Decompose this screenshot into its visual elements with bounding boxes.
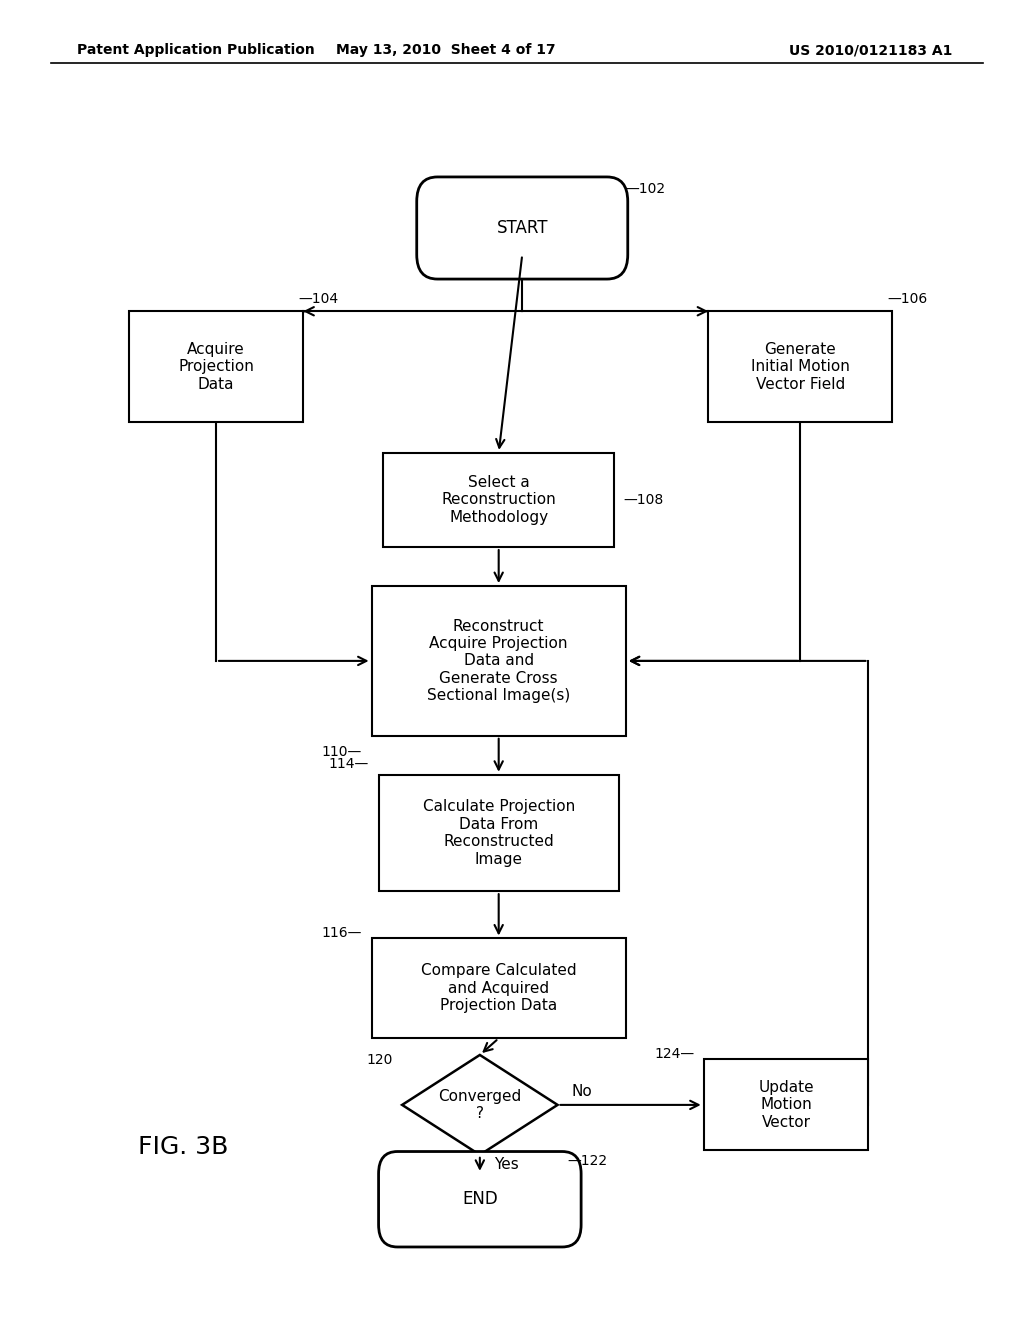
Text: END: END xyxy=(462,1191,498,1208)
Text: FIG. 3B: FIG. 3B xyxy=(138,1135,228,1159)
Bar xyxy=(709,312,892,422)
Text: —108: —108 xyxy=(624,492,664,507)
Text: —122: —122 xyxy=(567,1154,607,1168)
Text: Select a
Reconstruction
Methodology: Select a Reconstruction Methodology xyxy=(441,475,556,525)
FancyBboxPatch shape xyxy=(379,1151,582,1247)
Text: May 13, 2010  Sheet 4 of 17: May 13, 2010 Sheet 4 of 17 xyxy=(336,44,555,57)
Text: 124—: 124— xyxy=(654,1047,694,1061)
Text: Patent Application Publication: Patent Application Publication xyxy=(77,44,314,57)
Text: Converged
?: Converged ? xyxy=(438,1089,521,1121)
Bar xyxy=(372,586,626,735)
Text: Reconstruct
Acquire Projection
Data and
Generate Cross
Sectional Image(s): Reconstruct Acquire Projection Data and … xyxy=(427,619,570,704)
Text: —104: —104 xyxy=(298,292,339,306)
Polygon shape xyxy=(402,1055,557,1155)
Text: Generate
Initial Motion
Vector Field: Generate Initial Motion Vector Field xyxy=(751,342,850,392)
Text: No: No xyxy=(571,1084,593,1100)
Text: US 2010/0121183 A1: US 2010/0121183 A1 xyxy=(788,44,952,57)
Bar xyxy=(383,453,614,546)
Text: —102: —102 xyxy=(626,182,666,195)
FancyBboxPatch shape xyxy=(417,177,628,279)
Text: 114—: 114— xyxy=(329,756,369,771)
Bar xyxy=(129,312,303,422)
Text: Calculate Projection
Data From
Reconstructed
Image: Calculate Projection Data From Reconstru… xyxy=(423,800,574,866)
Text: Update
Motion
Vector: Update Motion Vector xyxy=(758,1080,814,1130)
Bar xyxy=(372,939,626,1039)
Text: Acquire
Projection
Data: Acquire Projection Data xyxy=(178,342,254,392)
Text: Yes: Yes xyxy=(494,1156,519,1172)
Text: —106: —106 xyxy=(887,292,928,306)
Bar xyxy=(703,1060,868,1151)
Text: START: START xyxy=(497,219,548,238)
Text: 120: 120 xyxy=(367,1053,392,1068)
Bar xyxy=(379,775,618,891)
Text: 110—: 110— xyxy=(322,746,362,759)
Text: 116—: 116— xyxy=(322,925,362,940)
Text: Compare Calculated
and Acquired
Projection Data: Compare Calculated and Acquired Projecti… xyxy=(421,964,577,1014)
